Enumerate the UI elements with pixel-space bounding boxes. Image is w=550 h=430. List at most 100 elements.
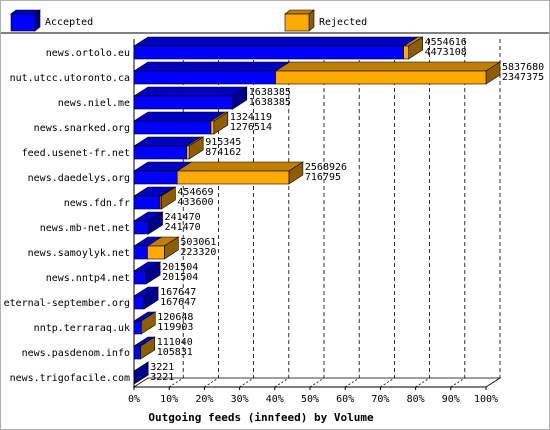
bar-accepted-6 <box>132 186 176 210</box>
bar-accepted-1 <box>132 61 291 85</box>
legend-swatch-0 <box>10 13 36 32</box>
bar-accepted-6-front <box>133 195 161 210</box>
bar-accepted-0-front <box>133 45 405 60</box>
data-label-top-13: 3221 <box>150 362 174 373</box>
bar-accepted-10 <box>132 286 160 310</box>
bar-accepted-9-front <box>133 270 147 285</box>
bar-rejected-3-front <box>210 120 215 135</box>
bar-accepted-3-front <box>133 120 212 135</box>
data-label-bottom-0: 4473108 <box>425 47 467 58</box>
bar-accepted-10-front <box>133 295 145 310</box>
category-label-2: news.niel.me <box>58 98 130 109</box>
data-label-bottom-1: 2347375 <box>502 72 544 83</box>
legend-item-1: Rejected <box>284 9 367 32</box>
x-tick-label-3: 30% <box>231 394 249 405</box>
gridline-floor-2 <box>204 377 219 388</box>
category-label-3: news.snarked.org <box>34 123 130 134</box>
bar-rejected-0-front <box>403 45 409 60</box>
category-label-9: news.nntp4.net <box>46 273 130 284</box>
data-label-top-3: 1324119 <box>230 112 272 123</box>
bar-rejected-1 <box>274 61 502 85</box>
bar-accepted-4-front <box>133 145 188 160</box>
data-label-bottom-3: 1276514 <box>230 122 272 133</box>
x-tick-label-10: 100% <box>474 394 498 405</box>
data-label-top-4: 915345 <box>205 137 241 148</box>
bar-accepted-1-top <box>132 61 291 72</box>
bar-rejected-6-front <box>159 195 162 210</box>
bar-accepted-2 <box>132 86 248 110</box>
data-label-top-1: 5837680 <box>502 62 544 73</box>
bar-accepted-2-top <box>132 86 248 97</box>
gridline-floor-4 <box>274 377 290 388</box>
bar-accepted-8-front <box>133 245 148 260</box>
data-label-top-6: 454669 <box>177 187 213 198</box>
bar-accepted-12-front <box>133 345 141 360</box>
bar-rejected-6 <box>159 186 177 210</box>
bar-accepted-0 <box>132 36 419 60</box>
bar-rejected-5 <box>176 161 304 185</box>
bar-accepted-2-front <box>133 95 234 110</box>
bar-rejected-0 <box>402 36 424 60</box>
gridline-floor-10 <box>485 377 501 388</box>
bar-accepted-11-front <box>133 320 142 335</box>
bar-rejected-1-front <box>275 70 487 85</box>
bar-accepted-7-front <box>133 220 149 235</box>
legend-item-0: Accepted <box>10 9 93 32</box>
x-tick-label-1: 10% <box>160 394 178 405</box>
bar-accepted-13 <box>132 361 150 385</box>
x-tick-label-4: 40% <box>266 394 284 405</box>
bar-rejected-5-top <box>176 161 304 172</box>
bar-rejected-5-front <box>176 170 290 185</box>
data-label-top-9: 201504 <box>162 262 198 273</box>
bar-accepted-4 <box>132 136 202 160</box>
data-label-bottom-10: 167647 <box>160 297 196 308</box>
data-label-bottom-4: 874162 <box>205 147 241 158</box>
bar-rejected-8-front <box>147 245 165 260</box>
x-tick-label-9: 90% <box>442 394 460 405</box>
data-label-bottom-11: 119903 <box>157 322 193 333</box>
bar-rejected-4 <box>185 136 205 160</box>
x-tick-label-2: 20% <box>195 394 213 405</box>
data-label-bottom-7: 241470 <box>165 222 201 233</box>
category-label-5: news.daedelys.org <box>28 173 130 184</box>
data-label-bottom-9: 201504 <box>162 272 198 283</box>
data-label-bottom-13: 3221 <box>150 372 174 383</box>
data-label-bottom-6: 433600 <box>177 197 213 208</box>
bar-accepted-7 <box>132 211 164 235</box>
gridline-floor-3 <box>239 377 254 388</box>
bar-accepted-5 <box>132 161 193 185</box>
legend-swatch-side-0 <box>34 9 41 32</box>
bar-accepted-1-front <box>133 70 276 85</box>
data-label-bottom-12: 105831 <box>157 347 193 358</box>
bar-accepted-9 <box>132 261 162 285</box>
gridline-floor-6 <box>344 377 360 388</box>
bar-accepted-0-top <box>132 36 419 47</box>
data-label-bottom-8: 223320 <box>180 247 216 258</box>
category-label-8: news.samoylyk.net <box>28 248 130 259</box>
category-label-11: nntp.terraraq.uk <box>34 323 130 334</box>
bar-rejected-11 <box>140 311 157 335</box>
bar-rejected-4-front <box>186 145 190 160</box>
data-label-bottom-2: 1638385 <box>249 97 291 108</box>
gridline-floor-8 <box>415 377 430 388</box>
x-tick-label-5: 50% <box>301 394 319 405</box>
data-label-bottom-5: 716795 <box>305 172 341 183</box>
data-label-top-5: 2568926 <box>305 162 347 173</box>
category-label-1: nut.utcc.utoronto.ca <box>10 73 130 84</box>
data-label-top-11: 120648 <box>157 312 193 323</box>
category-label-13: news.trigofacile.com <box>10 373 130 384</box>
data-label-top-8: 503061 <box>180 237 216 248</box>
data-label-top-10: 167647 <box>160 287 196 298</box>
bar-accepted-3-top <box>132 111 226 122</box>
legend-label-1: Rejected <box>319 17 367 28</box>
gridline-floor-5 <box>309 377 325 388</box>
bar-rejected-1-top <box>274 61 502 72</box>
bar-rejected-8 <box>146 236 180 260</box>
legend-swatch-1 <box>284 13 310 32</box>
gridline-floor-9 <box>450 377 466 388</box>
x-tick-label-7: 70% <box>371 394 389 405</box>
bar-accepted-8 <box>132 236 163 260</box>
category-label-0: news.ortolo.eu <box>46 48 130 59</box>
category-label-7: news.mb-net.net <box>40 223 130 234</box>
